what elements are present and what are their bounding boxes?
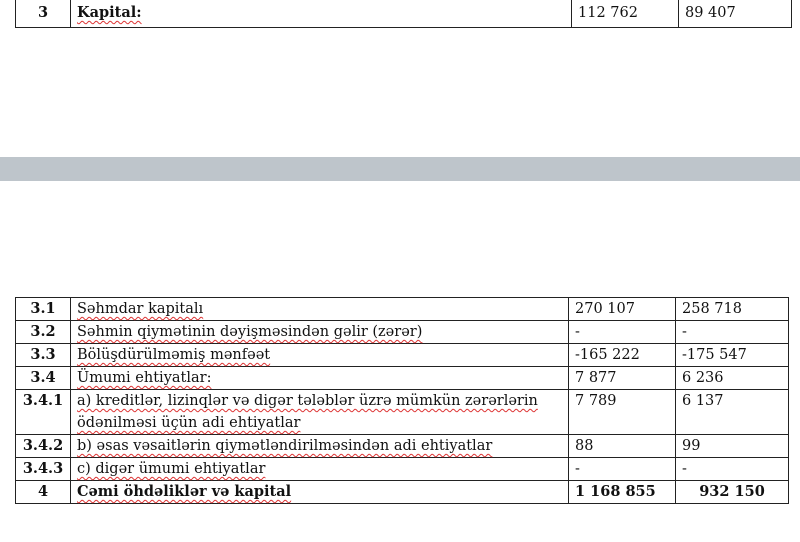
- row-number: 3.2: [15, 320, 71, 344]
- capital-breakdown-table: 3.1 Səhmdar kapitalı 270 107 258 718 3.2 Səhm…: [15, 297, 789, 504]
- value-current: 270 107: [568, 297, 676, 321]
- row-label: a) kreditlər, lizinqlər və digər tələblə…: [70, 389, 569, 435]
- value-previous: -: [675, 457, 789, 481]
- value-previous: -: [675, 320, 789, 344]
- value-current: 1 168 855: [568, 480, 676, 504]
- table-row: 3 Kapital: 112 762 89 407: [15, 0, 792, 28]
- value-previous: 932 150: [675, 480, 789, 504]
- row-number: 3.4.2: [15, 434, 71, 458]
- row-label: Səhmdar kapitalı: [70, 297, 569, 321]
- capital-summary-table: 3 Kapital: 112 762 89 407: [15, 0, 792, 28]
- row-number: 3.1: [15, 297, 71, 321]
- table-row: 3.1 Səhmdar kapitalı 270 107 258 718: [15, 297, 789, 321]
- value-previous: 6 236: [675, 366, 789, 390]
- table-row: 3.4.2 b) əsas vəsaitlərin qiymətləndirilm…: [15, 434, 789, 458]
- row-label: Ümumi ehtiyatlar:: [70, 366, 569, 390]
- row-number: 3.4.3: [15, 457, 71, 481]
- row-label: c) digər ümumi ehtiyatlar: [70, 457, 569, 481]
- value-current: -: [568, 457, 676, 481]
- row-number: 3.3: [15, 343, 71, 367]
- row-label: b) əsas vəsaitlərin qiymətləndirilməsind…: [70, 434, 569, 458]
- table-row: 3.4.1 a) kreditlər, lizinqlər və digər tə…: [15, 389, 789, 435]
- table-row: 4 Cəmi öhdəliklər və kapital 1 168 855 932 …: [15, 480, 789, 504]
- value-current: 7 877: [568, 366, 676, 390]
- row-label: Cəmi öhdəliklər və kapital: [70, 480, 569, 504]
- row-number: 4: [15, 480, 71, 504]
- row-number: 3: [15, 0, 71, 28]
- row-label: Kapital:: [70, 0, 572, 28]
- value-current: -: [568, 320, 676, 344]
- value-previous: 99: [675, 434, 789, 458]
- row-label: Bölüşdürülməmiş mənfəət: [70, 343, 569, 367]
- row-number: 3.4.1: [15, 389, 71, 435]
- value-current: 112 762: [571, 0, 679, 28]
- row-number: 3.4: [15, 366, 71, 390]
- value-previous: 89 407: [678, 0, 792, 28]
- value-previous: -175 547: [675, 343, 789, 367]
- value-current: 7 789: [568, 389, 676, 435]
- value-previous: 6 137: [675, 389, 789, 435]
- page-separator: [0, 157, 800, 181]
- value-current: 88: [568, 434, 676, 458]
- table-row: 3.4.3 c) digər ümumi ehtiyatlar - -: [15, 457, 789, 481]
- table-row: 3.3 Bölüşdürülməmiş mənfəət -165 222 -175 5…: [15, 343, 789, 367]
- table-row: 3.4 Ümumi ehtiyatlar: 7 877 6 236: [15, 366, 789, 390]
- value-previous: 258 718: [675, 297, 789, 321]
- value-current: -165 222: [568, 343, 676, 367]
- row-label: Səhmin qiymətinin dəyişməsindən gəlir (z…: [70, 320, 569, 344]
- table-row: 3.2 Səhmin qiymətinin dəyişməsindən gəlir…: [15, 320, 789, 344]
